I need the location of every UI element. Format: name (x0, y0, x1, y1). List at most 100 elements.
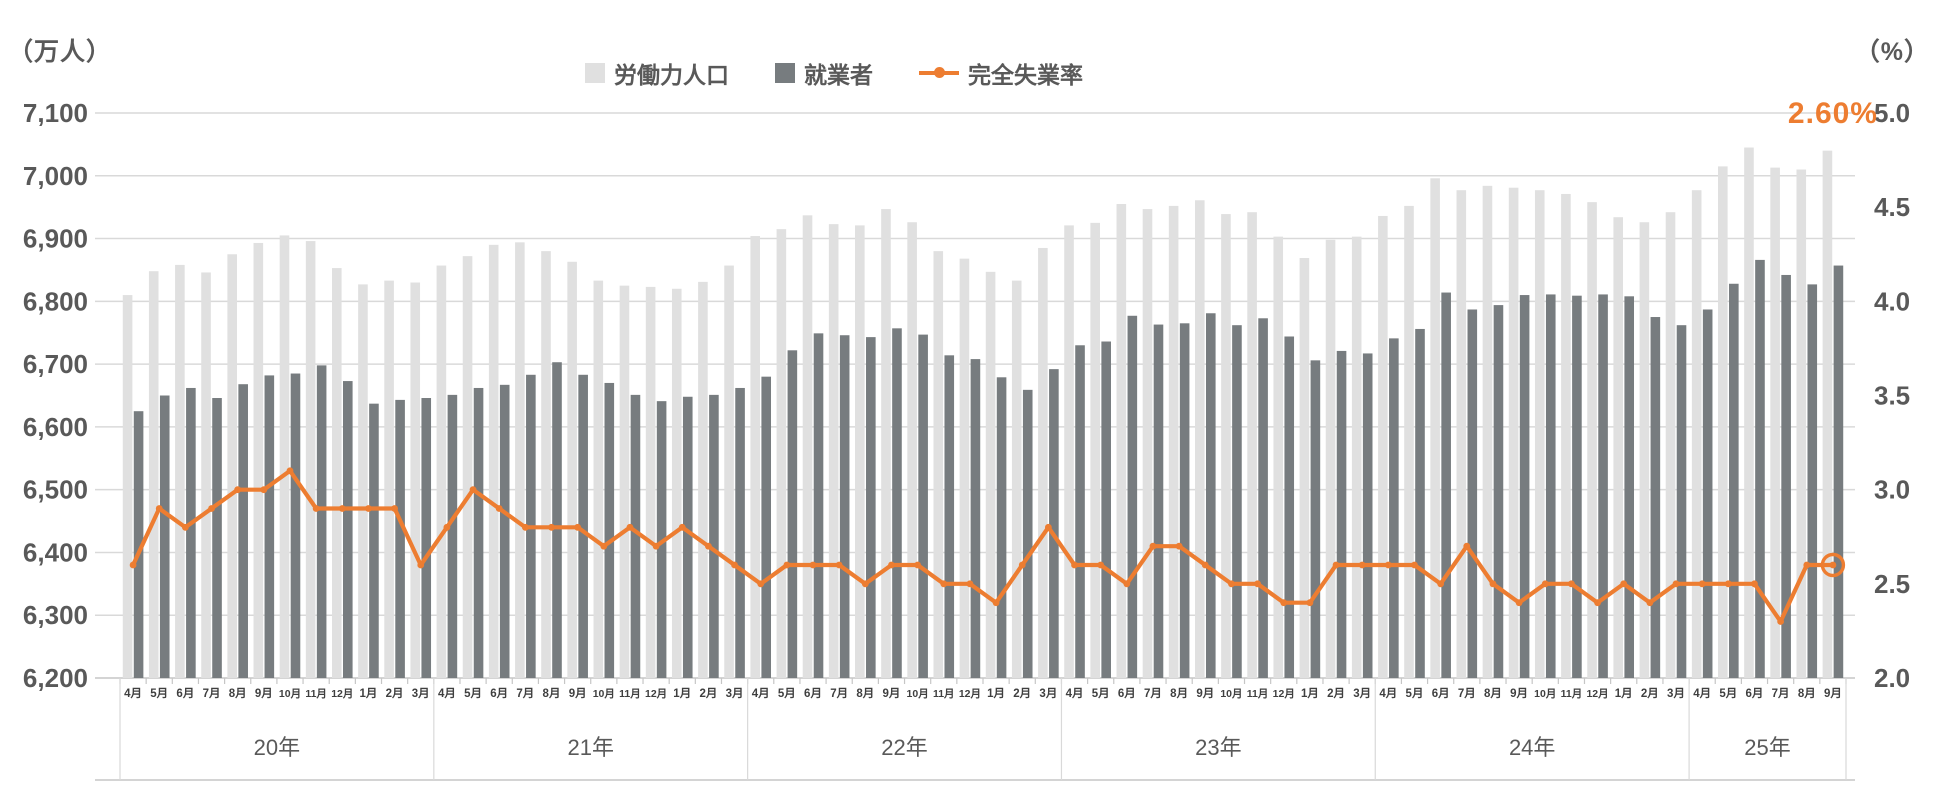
month-label: 5月 (150, 687, 168, 700)
bar-labor-force (1587, 202, 1597, 678)
bar-employed (1310, 360, 1321, 678)
data-point-marker (809, 561, 817, 569)
data-point-marker (731, 561, 738, 569)
bar-employed (892, 328, 902, 678)
data-point-marker (1228, 580, 1235, 588)
bar-labor-force (541, 251, 551, 678)
month-label: 11月 (933, 688, 955, 700)
bar-labor-force (1456, 190, 1467, 678)
month-label: 1月 (987, 687, 1005, 700)
bar-employed (630, 394, 641, 678)
data-point-marker (861, 580, 869, 588)
month-label: 12月 (1273, 688, 1295, 700)
line-marker-swatch-icon (919, 63, 959, 83)
data-point-marker (1306, 599, 1314, 607)
bar-employed (1049, 369, 1059, 678)
bar-labor-force (1744, 147, 1754, 678)
data-point-marker (1044, 523, 1052, 531)
bar-labor-force (1299, 258, 1310, 678)
data-point-marker (626, 523, 634, 531)
month-label: 7月 (1144, 687, 1162, 700)
bar-employed (1598, 294, 1608, 678)
data-point-marker (600, 542, 608, 550)
bar-labor-force (305, 241, 316, 679)
month-label: 8月 (856, 687, 874, 700)
year-label: 25年 (1744, 735, 1790, 760)
data-point-marker (1777, 618, 1785, 625)
bar-labor-force (959, 258, 970, 678)
data-point-marker (705, 542, 712, 550)
bar-labor-force (1430, 178, 1440, 679)
month-label: 7月 (1772, 687, 1790, 700)
bar-employed (1676, 325, 1687, 678)
bar-employed (918, 334, 928, 678)
data-point-marker (966, 580, 974, 588)
month-label: 6月 (1432, 687, 1450, 700)
month-label: 2月 (386, 687, 404, 700)
bar-labor-force (1770, 167, 1780, 678)
bar-employed (369, 403, 379, 678)
month-label: 7月 (1458, 687, 1476, 700)
bar-employed (212, 398, 222, 678)
bar-labor-force (384, 280, 394, 678)
right-axis-tick-label: 4.5 (1874, 192, 1910, 222)
bar-employed (656, 401, 667, 678)
bar-employed (839, 335, 850, 678)
legend: 労働力人口 就業者 完全失業率 (585, 56, 1083, 90)
data-point-marker (1071, 561, 1078, 569)
data-point-marker (574, 523, 582, 531)
bar-employed (578, 374, 588, 678)
month-label: 6月 (490, 687, 508, 700)
month-label: 3月 (1353, 687, 1371, 700)
bar-employed (499, 384, 510, 678)
bar-employed (264, 375, 275, 678)
bar-labor-force (1404, 205, 1414, 678)
bar-labor-force (907, 222, 917, 678)
bar-labor-force (1718, 166, 1728, 678)
bar-employed (342, 381, 353, 678)
bar-labor-force (985, 271, 996, 678)
bar-employed (996, 377, 1007, 678)
data-point-marker (155, 505, 163, 512)
labor-force-swatch-icon (585, 63, 605, 83)
data-point-marker (181, 523, 189, 531)
month-label: 8月 (543, 687, 561, 700)
bar-employed (1493, 305, 1504, 678)
data-point-marker (1384, 561, 1392, 569)
bar-labor-force (148, 271, 159, 678)
month-label: 6月 (1118, 687, 1136, 700)
data-point-marker (443, 523, 451, 531)
bar-labor-force (828, 224, 839, 678)
month-label: 5月 (778, 687, 796, 700)
bar-employed (316, 365, 327, 678)
month-label: 1月 (673, 687, 691, 700)
bar-employed (1833, 265, 1844, 678)
data-point-marker (652, 542, 660, 550)
month-label: 5月 (464, 687, 482, 700)
bar-labor-force (1273, 236, 1284, 678)
data-point-marker (234, 486, 242, 494)
right-axis-tick-label: 3.0 (1874, 475, 1910, 505)
month-label: 11月 (305, 688, 327, 700)
data-point-marker (1620, 580, 1628, 588)
bar-employed (552, 362, 562, 678)
month-label: 11月 (619, 688, 641, 700)
month-label: 6月 (804, 687, 822, 700)
month-label: 9月 (1510, 687, 1528, 700)
bar-employed (682, 396, 693, 678)
bar-labor-force (881, 209, 891, 679)
bar-labor-force (488, 244, 499, 679)
month-label: 4月 (752, 687, 770, 700)
month-label: 11月 (1247, 688, 1269, 700)
bar-employed (813, 333, 824, 678)
month-label: 10月 (1220, 688, 1242, 700)
bar-labor-force (1221, 214, 1231, 679)
bar-labor-force (1064, 225, 1074, 678)
bar-employed (604, 382, 615, 678)
data-point-marker (1149, 542, 1157, 550)
month-label: 4月 (1693, 687, 1711, 700)
data-point-marker (469, 486, 477, 494)
bar-employed (1441, 292, 1451, 678)
month-label: 9月 (883, 687, 901, 700)
